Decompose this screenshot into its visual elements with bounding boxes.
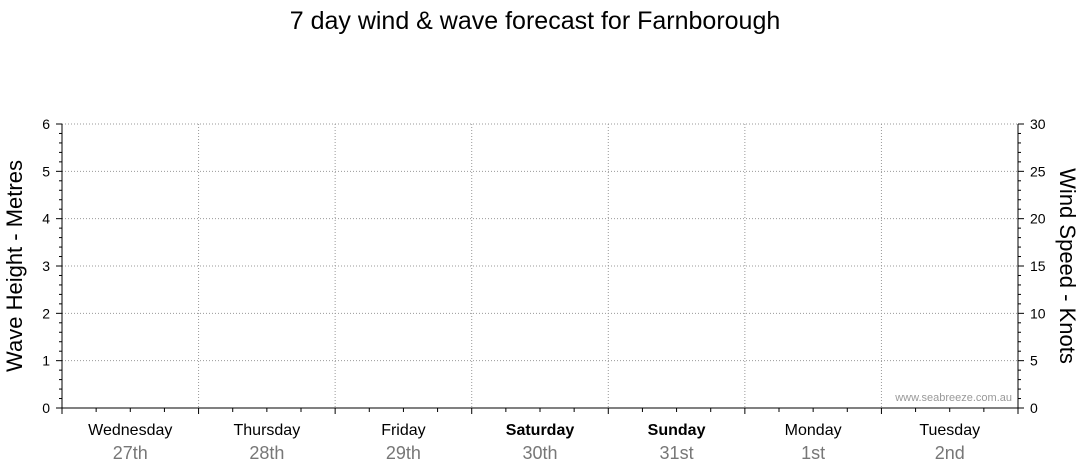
x-day-label: Thursday <box>234 422 301 439</box>
x-day-label: Sunday <box>648 422 706 439</box>
y-left-tick-label: 6 <box>42 116 50 132</box>
x-date-label: 28th <box>249 443 284 463</box>
chart-title: 7 day wind & wave forecast for Farnborou… <box>290 7 781 35</box>
y-left-tick-label: 2 <box>42 305 50 321</box>
y-right-tick-label: 10 <box>1030 305 1046 321</box>
y-axis-left-title: Wave Height - Metres <box>2 160 27 372</box>
y-left-tick-label: 5 <box>42 163 50 179</box>
grid-layer <box>62 123 1018 408</box>
x-day-label: Wednesday <box>88 422 172 439</box>
y-axis-right-title: Wind Speed - Knots <box>1055 168 1080 364</box>
labels-layer: 0 1 2 3 4 5 6 0 5 10 15 20 25 30 Wednesday 27th Thursday… <box>42 116 1046 463</box>
x-date-label: 2nd <box>935 443 965 463</box>
x-date-label: 31st <box>660 443 694 463</box>
x-day-label: Tuesday <box>919 422 980 439</box>
y-right-tick-label: 0 <box>1030 400 1038 416</box>
x-date-label: 1st <box>801 443 825 463</box>
x-day-label: Saturday <box>506 422 575 439</box>
y-right-tick-label: 15 <box>1030 258 1046 274</box>
y-right-tick-label: 5 <box>1030 353 1038 369</box>
y-left-tick-label: 1 <box>42 353 50 369</box>
y-left-tick-label: 3 <box>42 258 50 274</box>
watermark: www.seabreeze.com.au <box>894 392 1012 404</box>
x-date-label: 30th <box>522 443 557 463</box>
x-day-label: Friday <box>381 422 425 439</box>
x-day-label: Monday <box>785 422 842 439</box>
y-right-tick-label: 25 <box>1030 163 1046 179</box>
y-left-tick-label: 4 <box>42 211 50 227</box>
y-right-tick-label: 30 <box>1030 116 1046 132</box>
x-date-label: 27th <box>113 443 148 463</box>
y-left-tick-label: 0 <box>42 400 50 416</box>
ticks-layer <box>56 123 1024 414</box>
x-date-label: 29th <box>386 443 421 463</box>
y-right-tick-label: 20 <box>1030 211 1046 227</box>
